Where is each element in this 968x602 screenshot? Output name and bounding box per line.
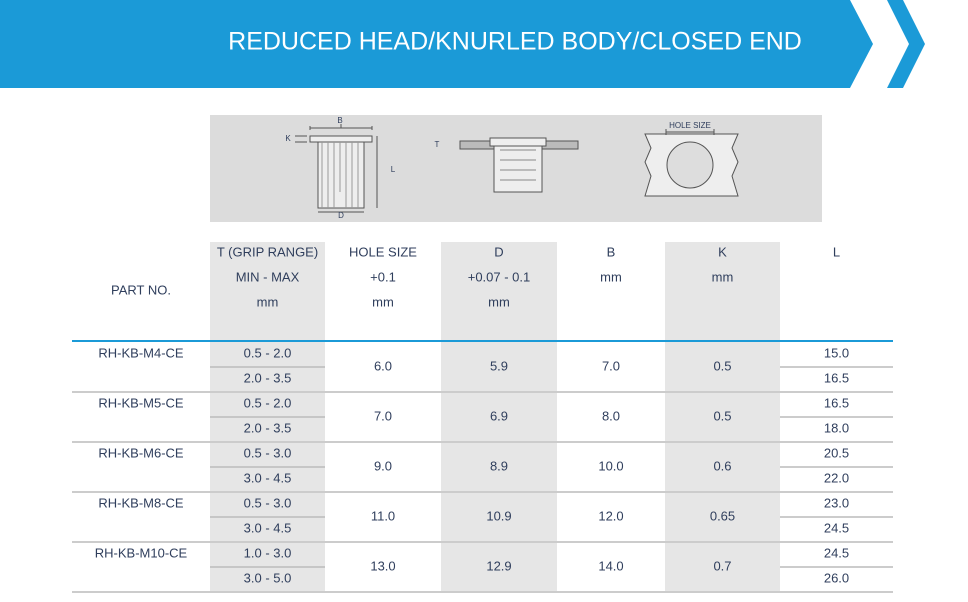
- k-cell: 0.5: [713, 358, 731, 373]
- title: REDUCED HEAD/KNURLED BODY/CLOSED END: [228, 28, 802, 56]
- diagram-drawings: [295, 124, 739, 213]
- b-cell: 7.0: [602, 358, 620, 373]
- header-cell: K: [718, 244, 727, 259]
- diagram-label: HOLE SIZE: [669, 121, 711, 130]
- header-cell: mm: [712, 269, 734, 284]
- grip-cell: 2.0 - 3.5: [244, 370, 292, 385]
- d-cell: 12.9: [486, 558, 511, 573]
- hole-cell: 9.0: [374, 458, 392, 473]
- shaded-column: [441, 242, 557, 592]
- part-cell: RH-KB-M8-CE: [98, 495, 184, 510]
- l-cell: 26.0: [824, 570, 849, 585]
- l-cell: 24.5: [824, 545, 849, 560]
- l-cell: 23.0: [824, 495, 849, 510]
- diagram-label: D: [338, 211, 344, 220]
- grip-cell: 2.0 - 3.5: [244, 420, 292, 435]
- diagram-label: K: [285, 134, 291, 143]
- header-cell: mm: [488, 294, 510, 309]
- part-cell: RH-KB-M4-CE: [98, 345, 184, 360]
- grip-cell: 0.5 - 2.0: [244, 395, 292, 410]
- diagram-label: B: [337, 116, 342, 125]
- hole-cell: 6.0: [374, 358, 392, 373]
- header-cell: B: [607, 244, 616, 259]
- l-cell: 22.0: [824, 470, 849, 485]
- d-cell: 5.9: [490, 358, 508, 373]
- hole-cell: 11.0: [371, 508, 395, 523]
- header-cell: MIN - MAX: [236, 269, 300, 284]
- header-cell: D: [494, 244, 503, 259]
- part-cell: RH-KB-M6-CE: [98, 445, 184, 460]
- header-cell: L: [833, 244, 840, 259]
- header-cell: +0.07 - 0.1: [468, 269, 531, 284]
- banner-chevron: [887, 0, 925, 88]
- grip-cell: 0.5 - 3.0: [244, 445, 292, 460]
- header-cell: mm: [257, 294, 279, 309]
- l-cell: 16.5: [824, 395, 849, 410]
- shaded-column: [665, 242, 780, 592]
- b-cell: 10.0: [598, 458, 623, 473]
- k-cell: 0.7: [713, 558, 731, 573]
- banner: [0, 0, 873, 88]
- header-cell: +0.1: [370, 269, 396, 284]
- b-cell: 14.0: [598, 558, 623, 573]
- header-cell: HOLE SIZE: [349, 244, 417, 259]
- grip-cell: 0.5 - 2.0: [244, 345, 292, 360]
- grip-cell: 3.0 - 5.0: [244, 570, 292, 585]
- grip-cell: 3.0 - 4.5: [244, 520, 292, 535]
- l-cell: 18.0: [824, 420, 849, 435]
- l-cell: 24.5: [824, 520, 849, 535]
- k-cell: 0.65: [710, 508, 735, 523]
- b-cell: 12.0: [598, 508, 623, 523]
- d-cell: 8.9: [490, 458, 508, 473]
- hole-cell: 13.0: [370, 558, 395, 573]
- header-cell: T (GRIP RANGE): [217, 244, 318, 259]
- d-cell: 6.9: [490, 408, 508, 423]
- hole-cell: 7.0: [374, 408, 392, 423]
- part-cell: RH-KB-M10-CE: [95, 545, 188, 560]
- part-cell: RH-KB-M5-CE: [98, 395, 184, 410]
- b-cell: 8.0: [602, 408, 620, 423]
- header-cell: PART NO.: [111, 282, 171, 297]
- grip-cell: 1.0 - 3.0: [244, 545, 292, 560]
- diagram-label: L: [391, 165, 396, 174]
- l-cell: 20.5: [824, 445, 849, 460]
- k-cell: 0.6: [713, 458, 731, 473]
- k-cell: 0.5: [713, 408, 731, 423]
- header-cell: mm: [372, 294, 394, 309]
- l-cell: 15.0: [824, 345, 849, 360]
- header-cell: mm: [600, 269, 622, 284]
- diagram-label: T: [435, 140, 440, 149]
- l-cell: 16.5: [824, 370, 849, 385]
- d-cell: 10.9: [486, 508, 511, 523]
- grip-cell: 3.0 - 4.5: [244, 470, 292, 485]
- grip-cell: 0.5 - 3.0: [244, 495, 292, 510]
